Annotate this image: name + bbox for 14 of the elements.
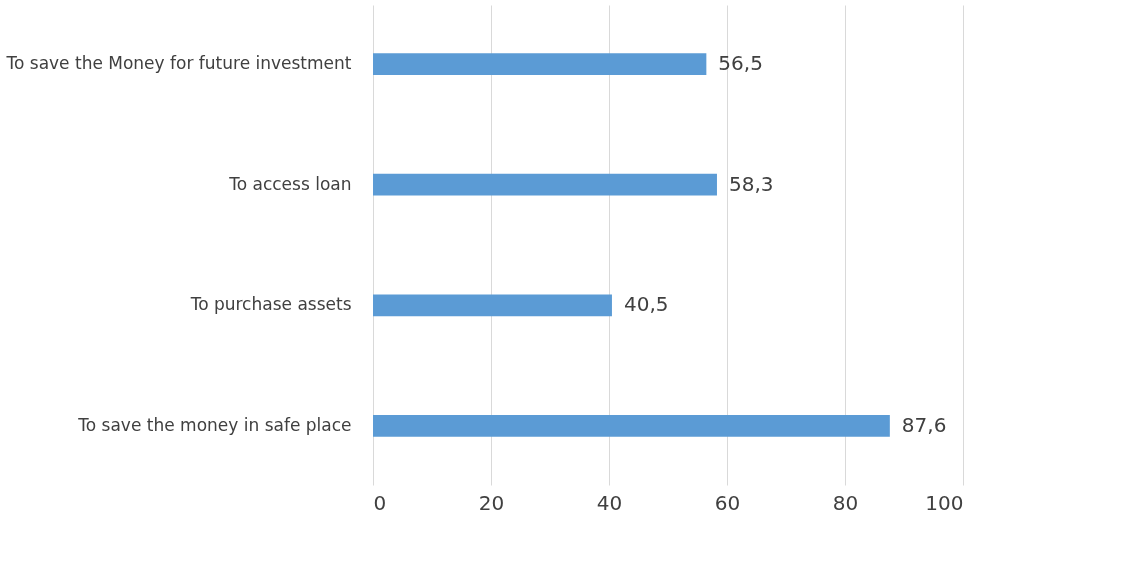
data-label: 87,6: [901, 412, 947, 437]
data-label: 40,5: [623, 292, 669, 317]
y-tick-label: To access loan: [228, 173, 352, 194]
y-tick-label: To save the Money for future investment: [5, 53, 352, 74]
x-tick-label: 100: [925, 490, 964, 515]
data-label: 56,5: [718, 51, 763, 76]
x-tick-label: 80: [832, 490, 859, 515]
x-tick-label: 40: [596, 490, 623, 515]
y-tick-label: To purchase assets: [189, 294, 352, 315]
y-tick-label: To save the money in safe place: [77, 414, 352, 435]
x-tick-label: 0: [373, 490, 387, 515]
x-tick-label: 60: [714, 490, 741, 515]
data-label: 58,3: [728, 171, 774, 196]
x-tick-label: 20: [478, 490, 505, 515]
